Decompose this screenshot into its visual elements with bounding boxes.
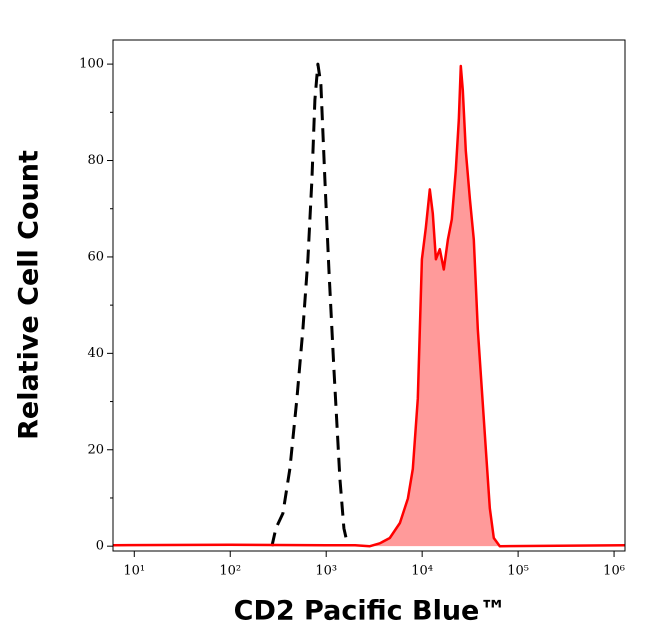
- y-tick-label: 20: [87, 442, 104, 457]
- x-tick-label: 10⁶: [603, 564, 625, 579]
- y-tick-label: 80: [87, 153, 104, 168]
- x-tick-label: 10⁵: [507, 564, 529, 579]
- line: [270, 62, 350, 547]
- x-tick-label: 10²: [219, 564, 241, 579]
- x-tick-label: 10¹: [123, 564, 145, 579]
- y-tick-label: 0: [96, 539, 104, 554]
- area: [113, 66, 625, 547]
- y-tick-label: 40: [87, 346, 104, 361]
- x-tick-label: 10³: [315, 564, 337, 579]
- y-tick-label: 60: [87, 249, 104, 264]
- y-tick-label: 100: [79, 57, 104, 72]
- plot-frame: [112, 39, 626, 552]
- x-axis-title: CD2 Pacific Blue™: [234, 596, 507, 627]
- y-axis-title: Relative Cell Count: [14, 150, 45, 440]
- x-tick-label: 10⁴: [411, 564, 433, 579]
- line: [112, 64, 626, 548]
